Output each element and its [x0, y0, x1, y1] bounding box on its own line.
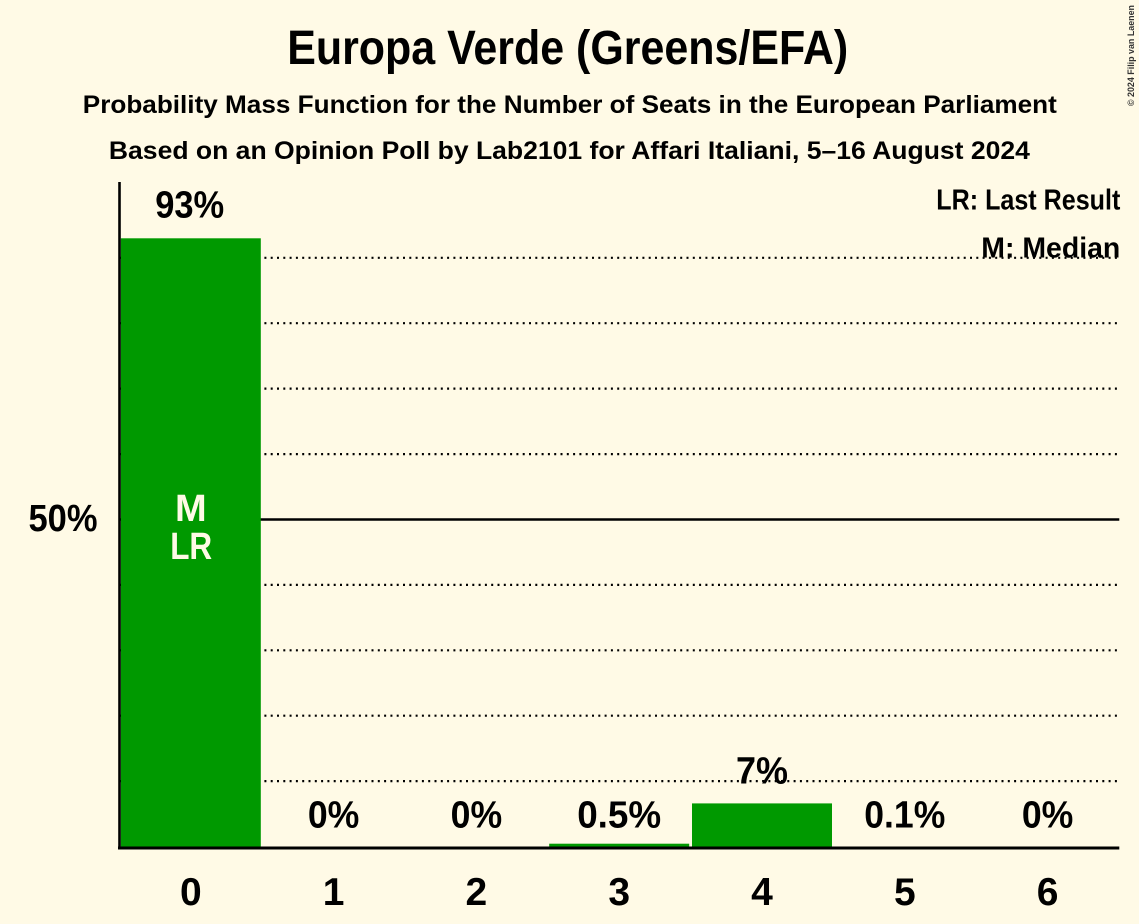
svg-text:50%: 50% — [29, 498, 98, 540]
svg-text:M: Median: M: Median — [981, 233, 1120, 265]
svg-text:Based on an Opinion Poll by La: Based on an Opinion Poll by Lab2101 for … — [109, 137, 1030, 165]
svg-text:© 2024 Filip van Laenen: © 2024 Filip van Laenen — [1126, 5, 1137, 106]
svg-text:4: 4 — [751, 871, 773, 914]
svg-text:LR: LR — [170, 526, 212, 568]
svg-text:6: 6 — [1037, 871, 1059, 914]
svg-text:0%: 0% — [308, 795, 360, 837]
svg-text:3: 3 — [608, 871, 630, 914]
svg-text:Europa Verde (Greens/EFA): Europa Verde (Greens/EFA) — [287, 22, 848, 75]
svg-text:0: 0 — [180, 871, 202, 914]
svg-text:0.5%: 0.5% — [577, 794, 661, 836]
svg-text:2: 2 — [466, 871, 488, 914]
svg-text:5: 5 — [894, 871, 916, 914]
svg-text:0%: 0% — [451, 795, 503, 837]
svg-text:0%: 0% — [1022, 795, 1074, 837]
svg-text:Probability Mass Function for: Probability Mass Function for the Number… — [83, 91, 1058, 119]
svg-text:7%: 7% — [736, 751, 788, 793]
svg-text:93%: 93% — [155, 185, 224, 227]
svg-text:LR: Last Result: LR: Last Result — [936, 184, 1120, 216]
svg-text:0.1%: 0.1% — [864, 795, 945, 837]
svg-text:M: M — [175, 488, 207, 530]
svg-text:1: 1 — [323, 871, 345, 914]
